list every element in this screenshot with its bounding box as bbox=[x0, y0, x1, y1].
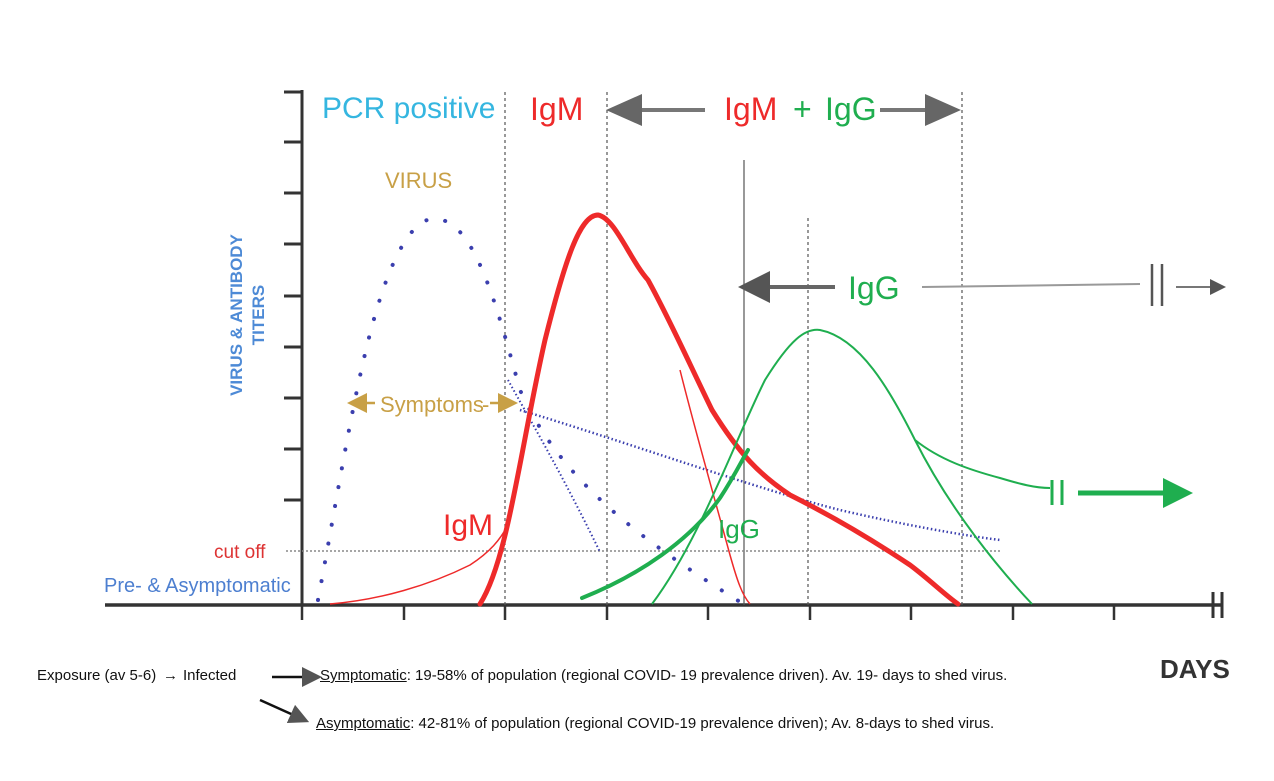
asymptomatic-row: Asymptomatic: 42-81% of population (regi… bbox=[316, 715, 994, 732]
igm-igg-header-plus: + bbox=[793, 91, 812, 127]
symptoms-label: Symptoms bbox=[380, 392, 484, 417]
asymptomatic-term: Asymptomatic bbox=[316, 715, 411, 732]
igg-range-break-marks bbox=[1150, 264, 1164, 306]
pre-asymptomatic-label: Pre- & Asymptomatic bbox=[104, 575, 291, 597]
y-axis-title-line2: TITERS bbox=[249, 285, 268, 345]
infected-text: Infected bbox=[183, 667, 237, 684]
symptoms-dash: - bbox=[482, 392, 489, 417]
igm-asymptomatic-curve bbox=[679, 369, 751, 605]
igg-break-marks bbox=[1050, 480, 1064, 505]
exposure-arrow-icon: → bbox=[163, 667, 178, 684]
igm-early-curve bbox=[329, 524, 509, 605]
igg-range-label: IgG bbox=[848, 270, 900, 306]
days-label: DAYS bbox=[1160, 654, 1230, 684]
symptomatic-term: Symptomatic bbox=[320, 667, 407, 684]
igm-curve-label: IgM bbox=[443, 509, 493, 542]
y-axis-title-line1: VIRUS & ANTIBODY bbox=[227, 233, 246, 395]
igm-header-label: IgM bbox=[530, 91, 583, 127]
cutoff-label: cut off bbox=[214, 542, 266, 563]
igg-curve-label: IgG bbox=[718, 514, 760, 544]
igm-igg-header-igg: IgG bbox=[825, 91, 877, 127]
x-axis-break bbox=[1211, 592, 1224, 618]
asymptomatic-description: : 42-81% of population (regional COVID-1… bbox=[410, 715, 995, 732]
virus-curve bbox=[316, 217, 747, 607]
igg-asymptomatic-curve bbox=[580, 448, 750, 600]
y-axis-ticks bbox=[284, 90, 302, 502]
virus-decline-asymptomatic bbox=[519, 408, 1001, 542]
exposure-text: Exposure (av 5-6) bbox=[37, 667, 157, 684]
x-axis-ticks bbox=[300, 605, 1116, 620]
igg-range-right-line bbox=[921, 283, 1141, 288]
virus-label: VIRUS bbox=[385, 168, 452, 193]
infected-to-asymptomatic-arrow bbox=[259, 698, 310, 724]
symptomatic-description: : 19-58% of population (regional COVID- … bbox=[406, 667, 1008, 684]
pcr-positive-label: PCR positive bbox=[322, 92, 495, 125]
symptomatic-row: Symptomatic: 19-58% of population (regio… bbox=[320, 667, 1007, 684]
igg-decline-curve bbox=[914, 439, 1033, 605]
igg-main-curve bbox=[651, 328, 1051, 605]
igm-main-curve bbox=[477, 212, 961, 607]
y-axis-title: VIRUS & ANTIBODY TITERS bbox=[227, 233, 268, 395]
igm-igg-header-igm: IgM bbox=[724, 91, 777, 127]
